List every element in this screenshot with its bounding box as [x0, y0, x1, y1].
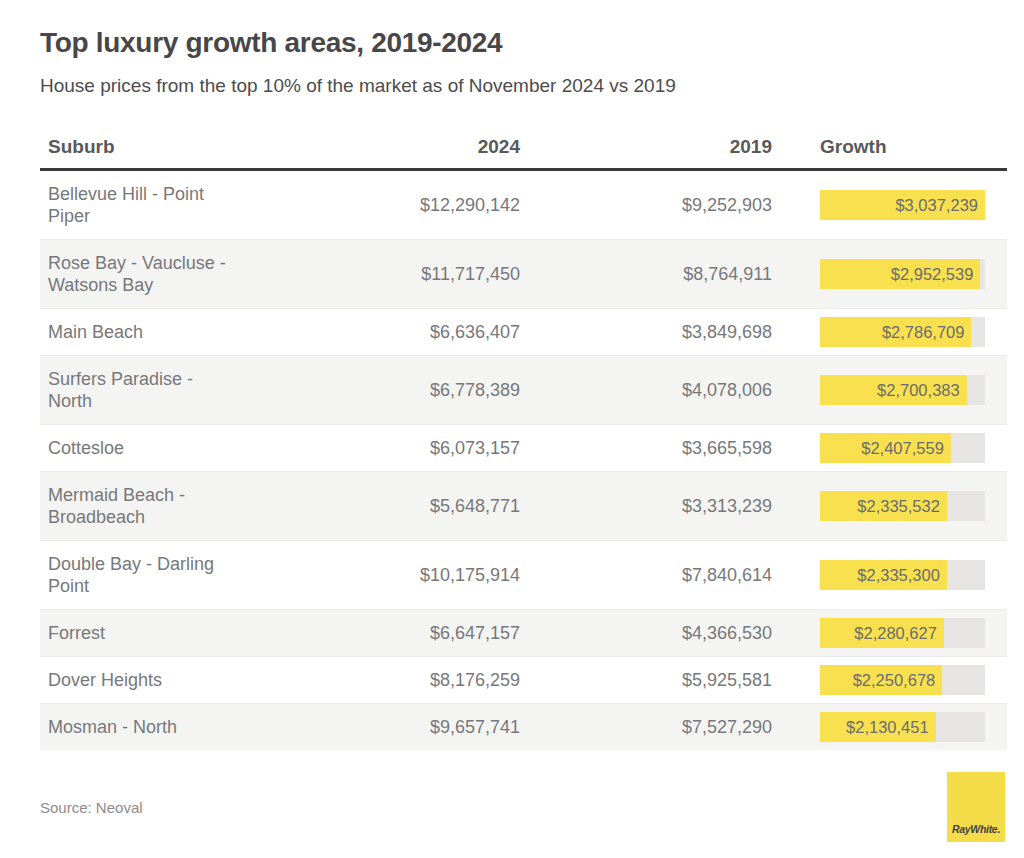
column-header-suburb: Suburb [40, 136, 298, 158]
growth-bar: $2,952,539 [820, 259, 980, 289]
table-row: Surfers Paradise - North $6,778,389$4,078… [40, 355, 1007, 424]
growth-bar: $2,407,559 [820, 433, 951, 463]
price-2019-cell: $5,925,581 [520, 658, 772, 702]
infographic-page: Top luxury growth areas, 2019-2024 House… [0, 0, 1024, 858]
price-2024-cell: $6,636,407 [298, 310, 520, 354]
suburb-cell: Surfers Paradise - North [40, 357, 298, 423]
growth-bar-track: $2,786,709 [820, 317, 985, 347]
suburb-cell: Forrest [40, 611, 298, 655]
table-row: Dover Heights $8,176,259$5,925,581 $2,250,… [40, 656, 1007, 703]
page-title: Top luxury growth areas, 2019-2024 [40, 26, 1007, 59]
suburb-cell: Mermaid Beach - Broadbeach [40, 473, 298, 539]
suburb-name: Cottesloe [48, 437, 124, 459]
table-header-row: Suburb 2024 2019 Growth [40, 124, 1007, 171]
price-2019-cell: $7,527,290 [520, 705, 772, 749]
growth-bar-track: $3,037,239 [820, 190, 985, 220]
growth-bar: $2,335,532 [820, 491, 947, 521]
suburb-cell: Mosman - North [40, 705, 298, 749]
growth-cell: $3,037,239 [772, 190, 1007, 220]
growth-cell: $2,407,559 [772, 433, 1007, 463]
growth-bar-track: $2,280,627 [820, 618, 985, 648]
growth-bar: $2,280,627 [820, 618, 944, 648]
growth-bar: $2,700,383 [820, 375, 967, 405]
table-row: Cottesloe $6,073,157$3,665,598 $2,407,559 [40, 424, 1007, 471]
price-2019-cell: $4,078,006 [520, 368, 772, 412]
growth-cell: $2,786,709 [772, 317, 1007, 347]
growth-cell: $2,952,539 [772, 259, 1007, 289]
suburb-cell: Main Beach [40, 310, 298, 354]
growth-bar-track: $2,952,539 [820, 259, 985, 289]
price-2024-cell: $6,778,389 [298, 368, 520, 412]
table-row: Double Bay - Darling Point $10,175,914$7,… [40, 540, 1007, 609]
growth-bar: $2,786,709 [820, 317, 971, 347]
price-2024-cell: $12,290,142 [298, 183, 520, 227]
growth-bar-track: $2,250,678 [820, 665, 985, 695]
suburb-name: Main Beach [48, 321, 143, 343]
page-subtitle: House prices from the top 10% of the mar… [40, 74, 1007, 97]
growth-bar: $2,130,451 [820, 712, 936, 742]
growth-cell: $2,280,627 [772, 618, 1007, 648]
growth-table: Suburb 2024 2019 Growth Bellevue Hill - … [40, 124, 1007, 750]
price-2024-cell: $10,175,914 [298, 553, 520, 597]
growth-cell: $2,335,532 [772, 491, 1007, 521]
growth-cell: $2,250,678 [772, 665, 1007, 695]
table-row: Rose Bay - Vaucluse - Watsons Bay $11,717… [40, 239, 1007, 308]
column-header-2024: 2024 [298, 136, 520, 158]
table-row: Bellevue Hill - Point Piper $12,290,142$9… [40, 171, 1007, 239]
table-row: Mosman - North $9,657,741$7,527,290 $2,130… [40, 703, 1007, 750]
suburb-name: Surfers Paradise - North [48, 368, 238, 412]
table-row: Forrest $6,647,157$4,366,530 $2,280,627 [40, 609, 1007, 656]
price-2019-cell: $3,313,239 [520, 484, 772, 528]
price-2019-cell: $3,849,698 [520, 310, 772, 354]
growth-bar: $2,335,300 [820, 560, 947, 590]
suburb-cell: Dover Heights [40, 658, 298, 702]
table-row: Mermaid Beach - Broadbeach $5,648,771$3,3… [40, 471, 1007, 540]
growth-bar: $3,037,239 [820, 190, 985, 220]
suburb-name: Rose Bay - Vaucluse - Watsons Bay [48, 252, 238, 296]
raywhite-logo: RayWhite. [947, 772, 1005, 842]
price-2019-cell: $3,665,598 [520, 426, 772, 470]
growth-bar-track: $2,130,451 [820, 712, 985, 742]
price-2019-cell: $7,840,614 [520, 553, 772, 597]
suburb-cell: Cottesloe [40, 426, 298, 470]
growth-cell: $2,700,383 [772, 375, 1007, 405]
growth-bar-track: $2,700,383 [820, 375, 985, 405]
suburb-cell: Double Bay - Darling Point [40, 542, 298, 608]
price-2024-cell: $9,657,741 [298, 705, 520, 749]
suburb-name: Bellevue Hill - Point Piper [48, 183, 238, 227]
price-2019-cell: $9,252,903 [520, 183, 772, 227]
suburb-name: Double Bay - Darling Point [48, 553, 238, 597]
suburb-name: Forrest [48, 622, 105, 644]
footer: Source: Neoval RayWhite. [40, 772, 1005, 842]
price-2024-cell: $6,647,157 [298, 611, 520, 655]
growth-bar: $2,250,678 [820, 665, 942, 695]
price-2024-cell: $6,073,157 [298, 426, 520, 470]
price-2024-cell: $11,717,450 [298, 252, 520, 296]
suburb-name: Mosman - North [48, 716, 177, 738]
growth-bar-track: $2,407,559 [820, 433, 985, 463]
price-2019-cell: $8,764,911 [520, 252, 772, 296]
source-note: Source: Neoval [40, 799, 143, 816]
column-header-2019: 2019 [520, 136, 772, 158]
price-2024-cell: $5,648,771 [298, 484, 520, 528]
suburb-cell: Bellevue Hill - Point Piper [40, 172, 298, 238]
growth-cell: $2,335,300 [772, 560, 1007, 590]
table-row: Main Beach $6,636,407$3,849,698 $2,786,709 [40, 308, 1007, 355]
raywhite-logo-text: RayWhite. [952, 823, 1000, 835]
suburb-name: Dover Heights [48, 669, 162, 691]
price-2019-cell: $4,366,530 [520, 611, 772, 655]
price-2024-cell: $8,176,259 [298, 658, 520, 702]
table-body: Bellevue Hill - Point Piper$12,290,142$9… [40, 171, 1007, 750]
suburb-name: Mermaid Beach - Broadbeach [48, 484, 238, 528]
growth-bar-track: $2,335,300 [820, 560, 985, 590]
growth-cell: $2,130,451 [772, 712, 1007, 742]
growth-bar-track: $2,335,532 [820, 491, 985, 521]
column-header-growth: Growth [772, 136, 1007, 158]
suburb-cell: Rose Bay - Vaucluse - Watsons Bay [40, 241, 298, 307]
